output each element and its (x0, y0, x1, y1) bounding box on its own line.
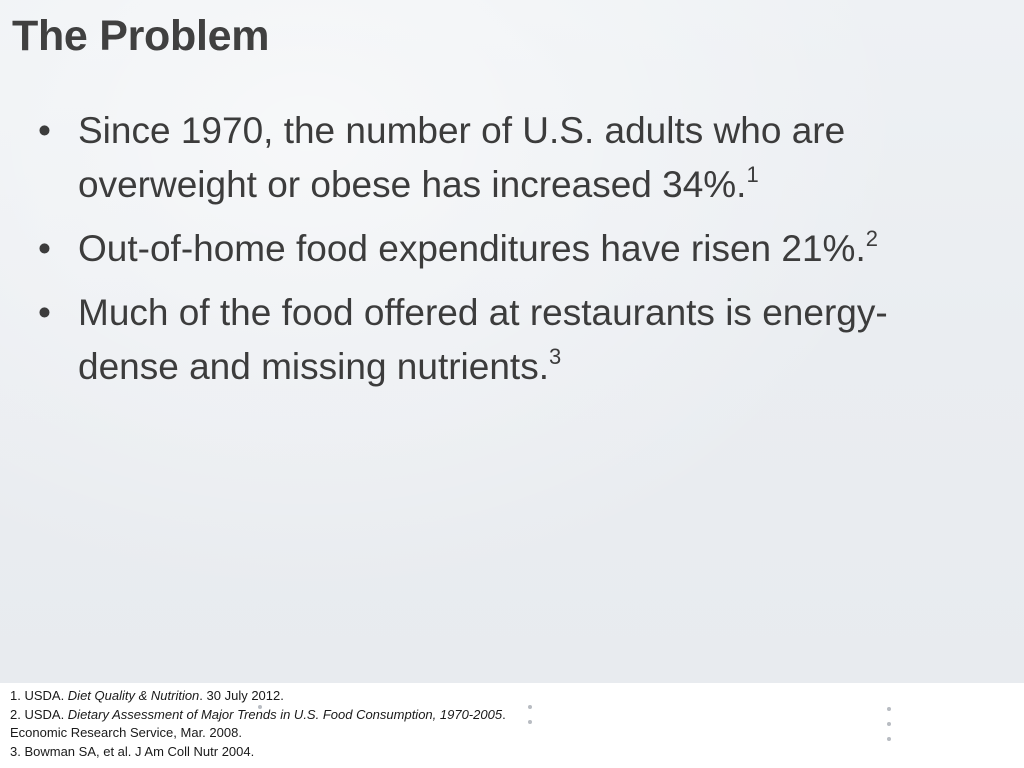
dot-icon (528, 705, 532, 709)
reference-item: 2. USDA. Dietary Assessment of Major Tre… (10, 706, 506, 722)
bullet-item: • Much of the food offered at restaurants… (38, 286, 988, 394)
bullet-text: Since 1970, the number of U.S. adults wh… (78, 110, 846, 205)
bullet-item: • Since 1970, the number of U.S. adults w… (38, 104, 988, 212)
bullet-marker: • (38, 110, 51, 151)
footnote-marker: 2 (865, 225, 878, 251)
footnote-marker: 3 (549, 343, 562, 369)
reference-item: Economic Research Service, Mar. 2008. (10, 725, 242, 740)
bullet-list: • Since 1970, the number of U.S. adults w… (38, 104, 988, 404)
bullet-text: Much of the food offered at restaurants … (78, 292, 888, 387)
references-footer: 1. USDA. Diet Quality & Nutrition. 30 Ju… (0, 683, 1024, 768)
bullet-item: • Out-of-home food expenditures have rise… (38, 222, 988, 276)
decorative-dots-left (258, 705, 262, 720)
dot-icon (887, 722, 891, 726)
reference-item: 3. Bowman SA, et al. J Am Coll Nutr 2004… (10, 743, 255, 759)
dot-icon (887, 707, 891, 711)
slide-title: The Problem (12, 12, 270, 60)
slide-body: The Problem • Since 1970, the number of U… (0, 0, 1024, 683)
dot-icon (258, 705, 262, 709)
decorative-dots-right (887, 707, 891, 752)
dot-icon (528, 720, 532, 724)
reference-list: 1. USDA. Diet Quality & Nutrition. 30 Ju… (10, 687, 506, 761)
bullet-marker: • (38, 228, 51, 269)
dot-icon (887, 737, 891, 741)
bullet-marker: • (38, 292, 51, 333)
decorative-dots-middle (528, 705, 532, 735)
reference-item: 1. USDA. Diet Quality & Nutrition. 30 Ju… (10, 688, 284, 703)
footnote-marker: 1 (746, 161, 759, 187)
bullet-text: Out-of-home food expenditures have risen… (78, 228, 866, 269)
